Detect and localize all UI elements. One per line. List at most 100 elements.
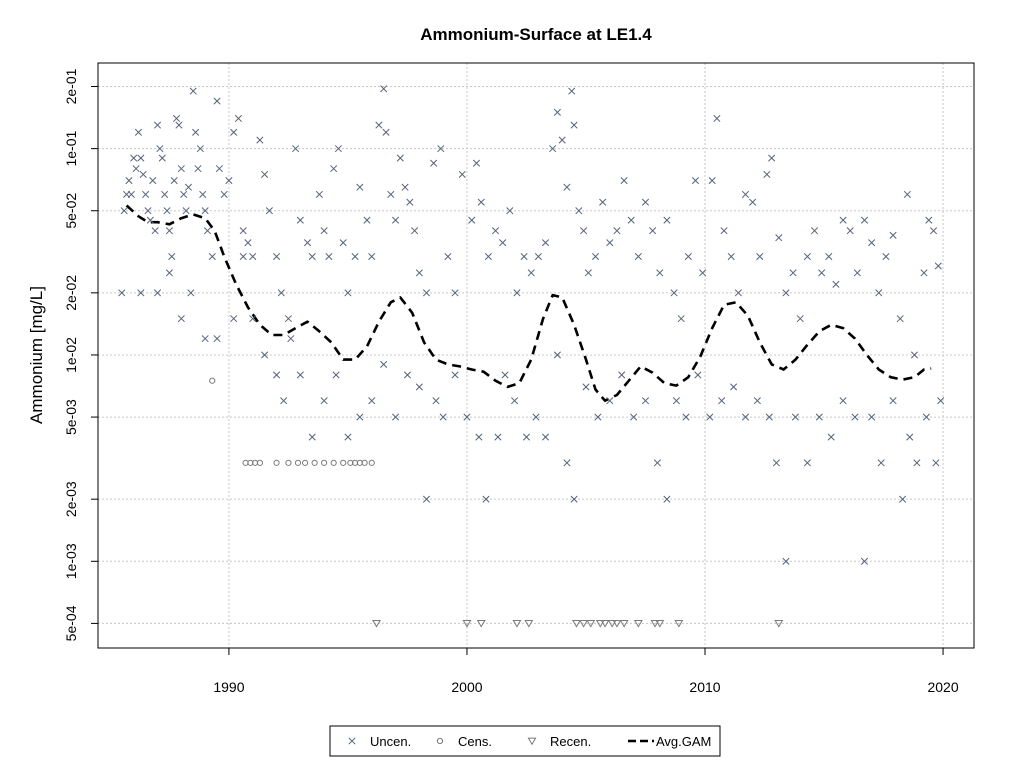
uncensored-point bbox=[137, 289, 145, 297]
uncensored-point bbox=[568, 87, 576, 95]
uncensored-point bbox=[213, 97, 221, 105]
uncensored-point bbox=[130, 154, 138, 162]
recensored-point bbox=[655, 620, 665, 628]
uncensored-point bbox=[280, 397, 288, 405]
uncensored-point bbox=[853, 269, 861, 277]
uncensored-point bbox=[308, 433, 316, 441]
uncensored-point bbox=[789, 269, 797, 277]
uncensored-point bbox=[906, 433, 914, 441]
censored-point bbox=[340, 459, 347, 466]
uncensored-point bbox=[825, 252, 833, 261]
uncensored-point bbox=[832, 280, 840, 288]
uncensored-point bbox=[803, 252, 811, 261]
uncensored-point bbox=[677, 315, 685, 323]
uncensored-point bbox=[563, 183, 571, 191]
uncensored-point bbox=[630, 413, 638, 421]
uncensored-point bbox=[741, 413, 750, 421]
uncensored-point bbox=[527, 269, 535, 277]
uncensored-point bbox=[437, 145, 445, 153]
uncensored-point bbox=[882, 252, 890, 261]
y-tick-label: 5e-02 bbox=[63, 193, 79, 229]
uncensored-point bbox=[411, 227, 419, 235]
uncensored-point bbox=[620, 177, 628, 185]
uncensored-point bbox=[727, 252, 735, 261]
recensored-point bbox=[650, 620, 660, 628]
uncensored-point bbox=[134, 128, 143, 136]
gam-curve-layer bbox=[125, 204, 932, 402]
uncensored-point bbox=[151, 227, 159, 235]
uncensored-point bbox=[415, 383, 423, 391]
legend-recensored-marker bbox=[527, 737, 537, 746]
uncensored-point bbox=[749, 198, 757, 206]
uncensored-point bbox=[839, 397, 847, 405]
uncensored-point bbox=[913, 459, 921, 467]
avg-gam-line bbox=[125, 204, 932, 402]
uncensored-point bbox=[382, 128, 390, 136]
uncensored-point bbox=[663, 216, 671, 224]
uncensored-point bbox=[846, 227, 854, 235]
uncensored-point bbox=[815, 413, 823, 421]
censored-point bbox=[321, 459, 328, 466]
uncensored-point bbox=[249, 315, 257, 323]
uncensored-point bbox=[127, 190, 135, 198]
uncensored-point bbox=[851, 413, 859, 421]
uncensored-point bbox=[265, 207, 273, 215]
uncensored-point bbox=[818, 269, 826, 277]
uncensored-point bbox=[244, 239, 252, 247]
uncensored-point bbox=[868, 413, 876, 421]
recensored-point bbox=[607, 620, 617, 628]
censored-point bbox=[361, 459, 368, 466]
uncensored-point bbox=[782, 557, 790, 565]
uncensored-point bbox=[868, 239, 876, 247]
uncensored-point bbox=[937, 397, 945, 405]
uncensored-point bbox=[606, 397, 614, 405]
uncensored-point bbox=[430, 159, 438, 167]
uncensored-point bbox=[272, 371, 281, 379]
uncensored-point bbox=[375, 121, 383, 129]
uncensored-point bbox=[175, 121, 183, 129]
y-tick-label: 2e-02 bbox=[63, 275, 79, 311]
uncensored-point bbox=[582, 383, 590, 391]
uncensored-point bbox=[261, 351, 269, 359]
uncensored-point bbox=[553, 108, 561, 116]
uncensored-point bbox=[356, 413, 364, 421]
legend-box bbox=[329, 725, 721, 757]
uncensored-point bbox=[641, 397, 650, 405]
uncensored-point bbox=[256, 136, 264, 144]
uncensored-point bbox=[641, 198, 650, 206]
uncensored-point bbox=[499, 239, 507, 247]
uncensored-point bbox=[753, 397, 761, 405]
uncensored-point bbox=[458, 170, 466, 178]
uncensored-point bbox=[344, 289, 352, 297]
uncensored-point bbox=[296, 216, 304, 224]
x-tick-label: 1990 bbox=[213, 679, 244, 695]
recensored-point bbox=[462, 620, 472, 628]
uncensored-point bbox=[320, 397, 328, 405]
uncensored-point bbox=[272, 252, 281, 261]
uncensored-point bbox=[415, 269, 423, 277]
uncensored-point bbox=[775, 234, 783, 242]
uncensored-point bbox=[201, 335, 209, 343]
y-axis-label: Ammonium [mg/L] bbox=[27, 286, 46, 424]
uncensored-point bbox=[334, 145, 342, 153]
uncensored-point bbox=[149, 177, 157, 185]
uncensored-point bbox=[196, 145, 204, 153]
recensored-point bbox=[512, 620, 522, 628]
uncensored-point bbox=[484, 252, 492, 261]
uncensored-point bbox=[782, 289, 790, 297]
uncensored-point bbox=[649, 227, 657, 235]
uncensored-point bbox=[213, 335, 221, 343]
uncensored-point bbox=[363, 216, 371, 224]
uncensored-point bbox=[277, 289, 285, 297]
y-tick-label: 5e-04 bbox=[63, 605, 79, 641]
uncensored-point bbox=[796, 315, 804, 323]
uncensored-point bbox=[308, 252, 316, 261]
uncensored-point bbox=[791, 413, 800, 421]
uncensored-point bbox=[403, 371, 412, 379]
uncensored-point bbox=[356, 183, 364, 191]
uncensored-point bbox=[694, 371, 702, 379]
uncensored-point bbox=[899, 495, 907, 503]
x-tick-label: 2020 bbox=[927, 679, 958, 695]
uncensored-point bbox=[201, 207, 209, 215]
uncensored-point bbox=[482, 495, 490, 503]
